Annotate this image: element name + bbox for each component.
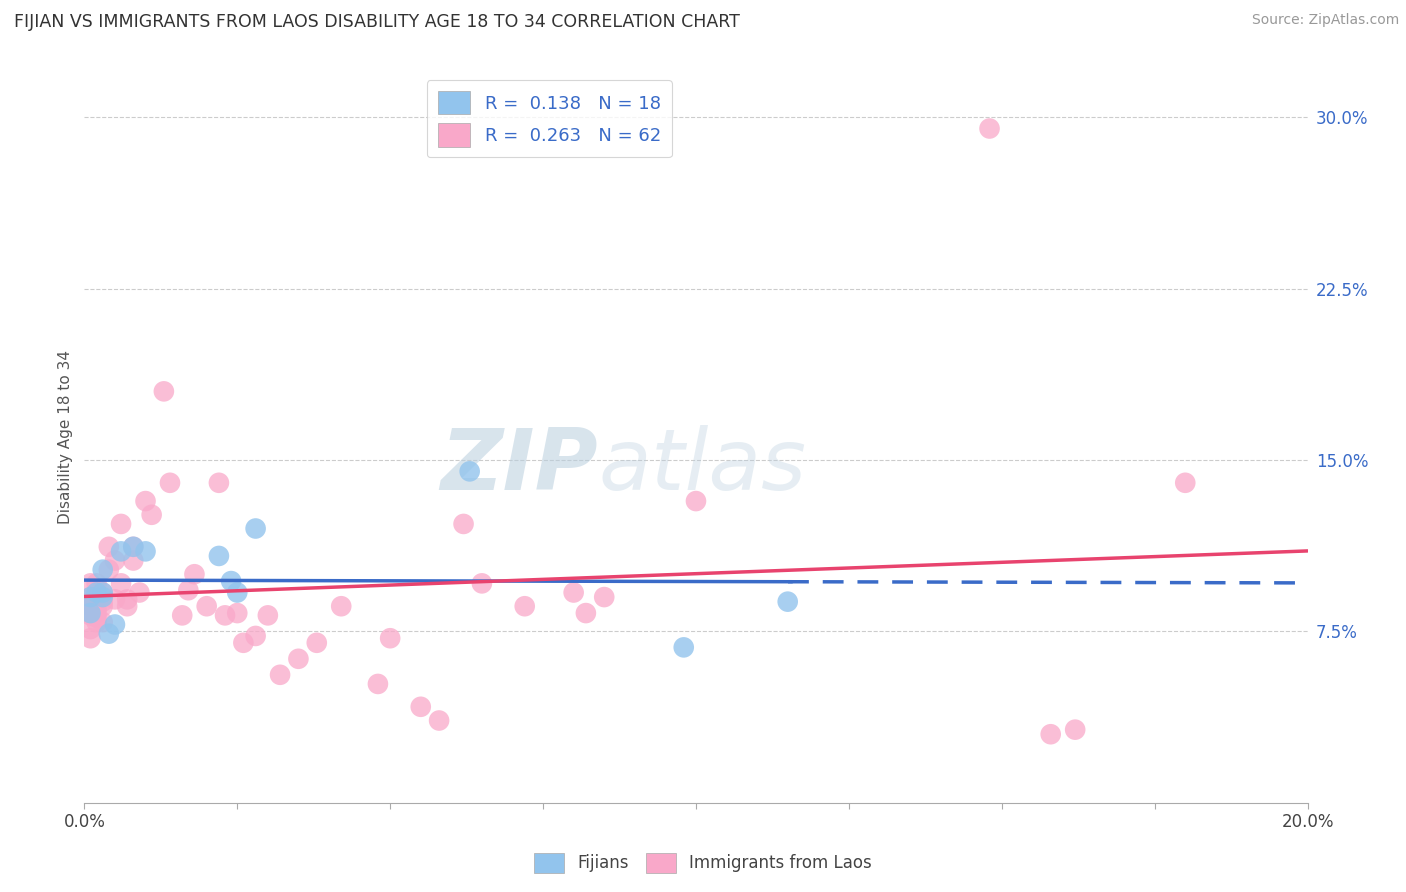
Point bbox=[79, 576, 101, 591]
Point bbox=[91, 585, 114, 599]
Point bbox=[79, 590, 101, 604]
Point bbox=[979, 121, 1001, 136]
Point bbox=[380, 632, 402, 646]
Point bbox=[513, 599, 536, 614]
Point bbox=[91, 594, 114, 608]
Point bbox=[79, 608, 101, 623]
Text: Source: ZipAtlas.com: Source: ZipAtlas.com bbox=[1251, 13, 1399, 28]
Point bbox=[159, 475, 181, 490]
Point bbox=[97, 563, 120, 577]
Point bbox=[458, 464, 481, 478]
Point bbox=[330, 599, 353, 614]
Point bbox=[153, 384, 176, 399]
Point bbox=[110, 516, 132, 531]
Point bbox=[110, 544, 132, 558]
Point bbox=[226, 606, 249, 620]
Point bbox=[141, 508, 163, 522]
Point bbox=[232, 636, 254, 650]
Point bbox=[86, 615, 108, 630]
Point bbox=[86, 606, 108, 620]
Point bbox=[122, 540, 145, 554]
Point bbox=[79, 606, 101, 620]
Point bbox=[79, 632, 101, 646]
Point bbox=[1064, 723, 1087, 737]
Point bbox=[122, 540, 145, 554]
Point bbox=[208, 475, 231, 490]
Point bbox=[86, 610, 108, 624]
Point bbox=[562, 585, 585, 599]
Point bbox=[128, 585, 150, 599]
Point bbox=[79, 599, 101, 614]
Point bbox=[427, 714, 450, 728]
Point bbox=[219, 574, 242, 588]
Legend: Fijians, Immigrants from Laos: Fijians, Immigrants from Laos bbox=[527, 847, 879, 880]
Point bbox=[79, 590, 101, 604]
Point bbox=[79, 622, 101, 636]
Point bbox=[214, 608, 236, 623]
Point bbox=[104, 553, 127, 567]
Point bbox=[91, 585, 114, 599]
Point bbox=[1174, 475, 1197, 490]
Point bbox=[86, 588, 108, 602]
Point bbox=[115, 592, 138, 607]
Legend: R =  0.138   N = 18, R =  0.263   N = 62: R = 0.138 N = 18, R = 0.263 N = 62 bbox=[427, 80, 672, 158]
Point bbox=[104, 617, 127, 632]
Point bbox=[97, 540, 120, 554]
Point bbox=[593, 590, 616, 604]
Point bbox=[183, 567, 205, 582]
Point bbox=[97, 626, 120, 640]
Point bbox=[287, 652, 309, 666]
Point bbox=[305, 636, 328, 650]
Point bbox=[575, 606, 598, 620]
Point bbox=[86, 601, 108, 615]
Point bbox=[685, 494, 707, 508]
Point bbox=[1039, 727, 1062, 741]
Point bbox=[367, 677, 389, 691]
Point bbox=[91, 590, 114, 604]
Text: atlas: atlas bbox=[598, 425, 806, 508]
Point bbox=[91, 615, 114, 630]
Point bbox=[672, 640, 695, 655]
Point bbox=[91, 599, 114, 614]
Point bbox=[110, 576, 132, 591]
Point bbox=[208, 549, 231, 563]
Point bbox=[409, 699, 432, 714]
Point bbox=[172, 608, 194, 623]
Point bbox=[195, 599, 218, 614]
Point bbox=[453, 516, 475, 531]
Text: FIJIAN VS IMMIGRANTS FROM LAOS DISABILITY AGE 18 TO 34 CORRELATION CHART: FIJIAN VS IMMIGRANTS FROM LAOS DISABILIT… bbox=[14, 13, 740, 31]
Point bbox=[135, 494, 157, 508]
Point bbox=[86, 576, 108, 591]
Point bbox=[776, 594, 799, 608]
Point bbox=[471, 576, 494, 591]
Point bbox=[86, 585, 108, 599]
Point bbox=[257, 608, 280, 623]
Point bbox=[115, 599, 138, 614]
Point bbox=[79, 594, 101, 608]
Point bbox=[245, 521, 267, 535]
Point bbox=[177, 583, 200, 598]
Point bbox=[91, 563, 114, 577]
Y-axis label: Disability Age 18 to 34: Disability Age 18 to 34 bbox=[58, 350, 73, 524]
Point bbox=[135, 544, 157, 558]
Point bbox=[245, 629, 267, 643]
Point bbox=[79, 606, 101, 620]
Point bbox=[269, 667, 291, 681]
Point bbox=[122, 553, 145, 567]
Point bbox=[226, 585, 249, 599]
Text: ZIP: ZIP bbox=[440, 425, 598, 508]
Point bbox=[104, 592, 127, 607]
